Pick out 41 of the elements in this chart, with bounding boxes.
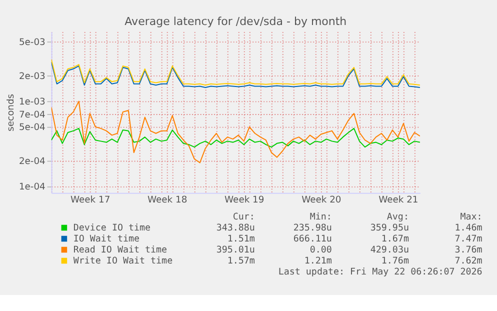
chart-title: Average latency for /dev/sda - by month: [124, 15, 347, 28]
legend-label: Write IO Wait time: [73, 255, 173, 266]
y-tick-label: 1e-03: [18, 96, 46, 108]
text: 1.21m: [304, 255, 332, 266]
text: Max:: [460, 211, 482, 222]
text: 343.88u: [216, 222, 255, 234]
text: 666.11u: [293, 233, 332, 244]
y-tick-label: 2e-03: [18, 70, 46, 82]
text: 395.01u: [216, 244, 255, 256]
legend-label: IO Wait time: [73, 233, 140, 244]
x-tick-label: Week 19: [224, 194, 264, 206]
x-tick-label: Week 17: [70, 194, 110, 206]
y-tick-label: 5e-04: [18, 122, 46, 134]
text: 0.00: [310, 244, 332, 256]
y-tick-label: 1e-04: [18, 182, 46, 193]
text: Cur:: [232, 211, 255, 222]
legend-label: Read IO Wait time: [73, 244, 168, 256]
text: 359.95u: [370, 222, 409, 234]
line-series: [51, 128, 420, 148]
line-series: [51, 100, 420, 164]
text: 3.76m: [454, 244, 483, 256]
legend-label: Device IO time: [73, 222, 151, 234]
text: 7.62m: [454, 255, 483, 266]
y-axis-title: seconds: [5, 94, 16, 132]
text: 1.57m: [227, 255, 256, 266]
text: 1.51m: [227, 233, 256, 244]
text: 7.47m: [454, 233, 483, 244]
text: Last update: Fri May 22 06:26:07 2026: [278, 266, 482, 278]
x-tick-label: Week 20: [302, 194, 342, 206]
x-tick-label: Week 21: [378, 194, 418, 206]
y-tick-label: 2e-04: [18, 156, 46, 168]
y-tick-label: 7e-04: [18, 110, 46, 121]
text: 1.46m: [454, 222, 483, 234]
text: 429.03u: [370, 244, 409, 256]
text: 235.98u: [293, 222, 332, 234]
x-tick-label: Week 18: [148, 194, 188, 206]
text: Min:: [310, 211, 332, 222]
y-tick-label: 5e-03: [18, 36, 46, 48]
text: 1.76m: [381, 255, 410, 266]
text: Avg:: [386, 211, 409, 222]
text: 1.67m: [381, 233, 410, 244]
